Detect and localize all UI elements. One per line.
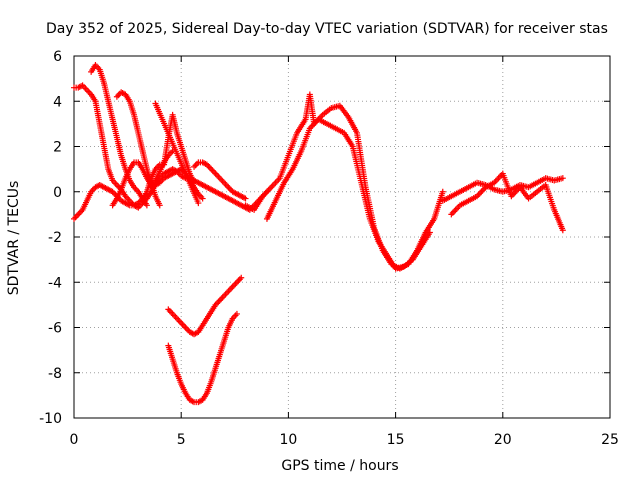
series-arc-11	[165, 310, 240, 406]
series-arc-3	[88, 62, 150, 209]
data-point	[559, 175, 566, 182]
y-tick-label: -10	[39, 411, 62, 427]
data-point	[233, 310, 240, 317]
y-axis-label: SDTVAR / TECUs	[6, 181, 22, 296]
data-point	[199, 195, 206, 202]
series-arc-10	[165, 274, 245, 338]
series-arc-2	[71, 181, 150, 222]
x-axis-label: GPS time / hours	[281, 458, 398, 474]
y-tick-label: 4	[53, 94, 62, 110]
data-point	[426, 229, 433, 236]
x-tick-label: 15	[387, 432, 405, 448]
data-point	[439, 188, 446, 195]
data-point	[238, 274, 245, 281]
series-arc-12	[242, 91, 446, 272]
y-axis: -10 -8 -6 -4 -2 0 2 4 6	[39, 49, 610, 427]
y-tick-label: 2	[53, 140, 62, 156]
series-arc-15	[439, 175, 566, 204]
x-tick-label: 20	[494, 432, 512, 448]
y-tick-label: -8	[48, 366, 62, 382]
series-arc-8	[191, 159, 249, 202]
data-point	[559, 227, 566, 234]
y-tick-label: 6	[53, 49, 62, 65]
y-tick-label: -6	[48, 321, 62, 337]
x-tick-label: 5	[177, 432, 186, 448]
series-arc-13	[263, 116, 433, 272]
x-tick-label: 25	[601, 432, 619, 448]
y-tick-label: 0	[53, 185, 62, 201]
series-arc-6	[139, 111, 198, 204]
data-marks	[71, 62, 566, 406]
chart-title: Day 352 of 2025, Sidereal Day-to-day VTE…	[46, 21, 608, 37]
gridlines	[74, 56, 610, 418]
x-tick-label: 10	[279, 432, 297, 448]
data-point	[143, 202, 150, 209]
data-point	[195, 200, 202, 207]
series-arc-9	[152, 100, 202, 207]
data-point	[242, 195, 249, 202]
x-axis: 0 5 10 15 20 25	[70, 56, 619, 448]
y-tick-label: -2	[48, 230, 62, 246]
data-point	[156, 202, 163, 209]
y-tick-label: -4	[48, 275, 62, 291]
x-tick-label: 0	[70, 432, 79, 448]
